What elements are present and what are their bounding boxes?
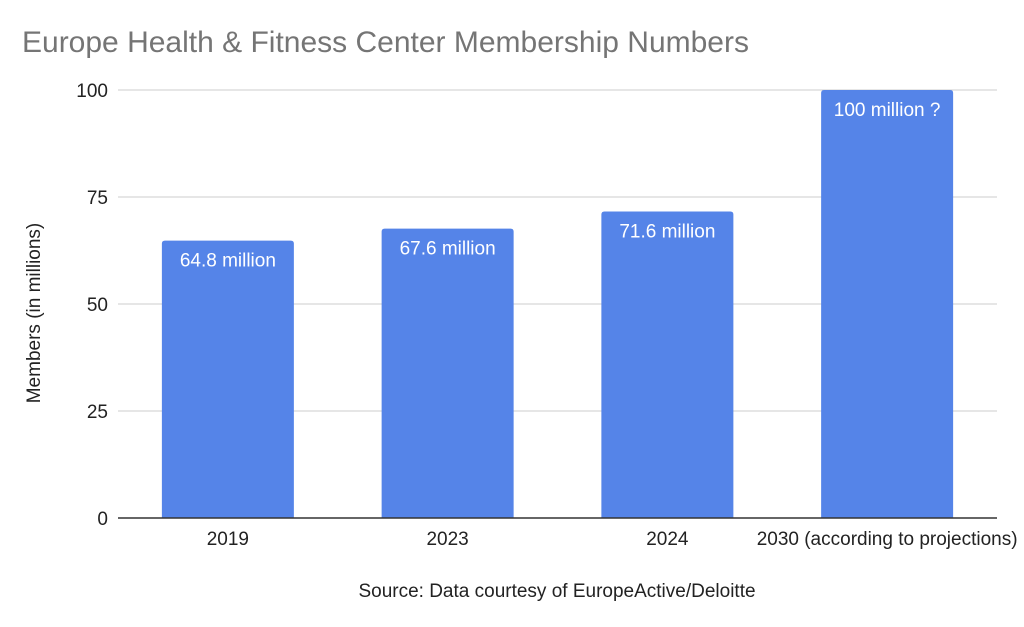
labels-layer: 0 25 50 75 100 64.8 million 2019 67.6 million 20… <box>76 81 1017 550</box>
y-tick-label: 25 <box>87 402 108 423</box>
bar-data-label: 100 million ? <box>834 100 941 121</box>
y-axis-label: Members (in millions) <box>24 223 45 404</box>
bar-data-label: 71.6 million <box>619 222 715 243</box>
bar-data-label: 67.6 million <box>400 239 496 260</box>
x-tick-label: 2030 (according to projections) <box>757 529 1018 550</box>
bar-data-label: 64.8 million <box>180 251 276 272</box>
chart-title: Europe Health & Fitness Center Membershi… <box>22 26 749 59</box>
bar <box>601 211 734 518</box>
bar <box>161 240 294 518</box>
bars-layer <box>161 90 954 518</box>
y-tick-label: 75 <box>87 188 108 209</box>
bar <box>821 90 954 518</box>
x-tick-label: 2024 <box>646 529 689 550</box>
x-tick-label: 2023 <box>426 529 468 550</box>
y-tick-label: 0 <box>97 509 108 530</box>
source-note: Source: Data courtesy of EuropeActive/De… <box>358 581 755 602</box>
bar <box>381 228 514 518</box>
y-tick-label: 100 <box>76 81 108 102</box>
x-tick-label: 2019 <box>207 529 249 550</box>
y-tick-label: 50 <box>87 295 108 316</box>
